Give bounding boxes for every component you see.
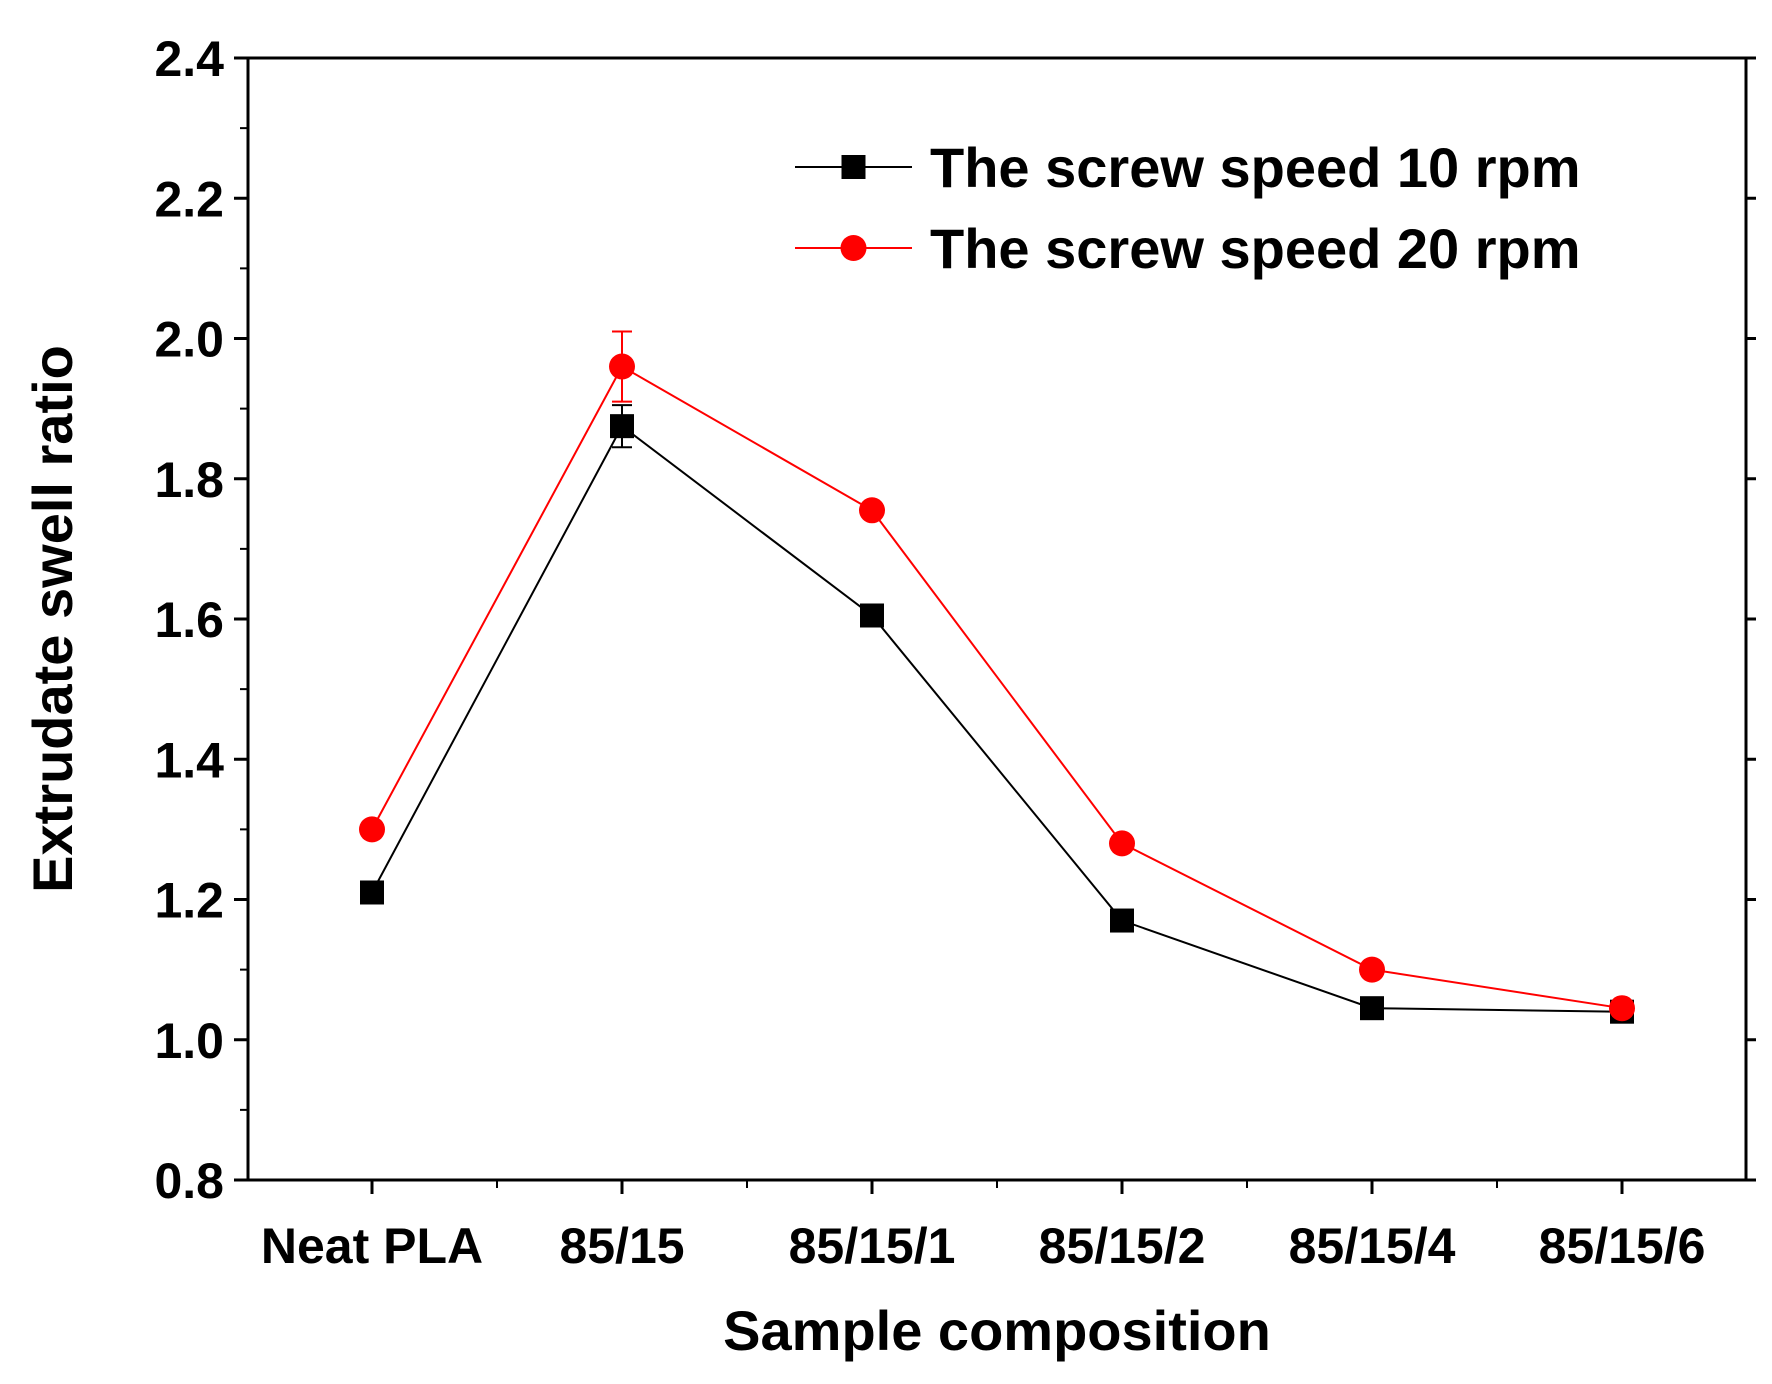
y-axis-title: Extrudate swell ratio [21, 345, 84, 893]
data-point [1109, 830, 1135, 857]
y-tick-label: 1.2 [154, 873, 224, 929]
data-point [860, 603, 884, 628]
x-axis-title: Sample composition [723, 1299, 1271, 1362]
y-tick-label: 2.4 [154, 31, 224, 87]
data-point [1110, 908, 1134, 933]
y-tick-label: 0.8 [154, 1153, 224, 1209]
legend-label: The screw speed 20 rpm [930, 217, 1581, 280]
y-tick-label: 2.2 [154, 171, 224, 227]
x-tick-label: 85/15/4 [1289, 1218, 1456, 1274]
legend-label: The screw speed 10 rpm [930, 136, 1581, 199]
data-point [359, 816, 385, 843]
data-point [360, 880, 384, 905]
data-point [609, 353, 635, 380]
legend-marker [840, 235, 867, 261]
y-axis: 0.8 1.0 1.2 1.4 1.6 1.8 2.0 2.2 2.4 [154, 31, 1756, 1209]
data-point [610, 414, 634, 439]
legend-marker [841, 155, 866, 179]
y-tick-label: 1.4 [154, 732, 224, 788]
data-point [1359, 956, 1385, 983]
x-tick-label: 85/15/2 [1039, 1218, 1206, 1274]
y-tick-label: 1.8 [154, 452, 224, 508]
y-tick-label: 1.6 [154, 592, 224, 648]
data-point [1609, 995, 1635, 1022]
data-point [859, 497, 885, 524]
series-layer [359, 330, 1635, 1024]
legend-item-1: The screw speed 10 rpm [795, 136, 1581, 199]
y-tick-label: 1.0 [154, 1013, 224, 1069]
data-point [1360, 996, 1384, 1021]
series-line [371, 424, 1623, 1013]
series-line [371, 365, 1623, 1010]
x-axis: Neat PLA 85/15 85/15/1 85/15/2 85/15/4 85/15/… [261, 1180, 1706, 1274]
x-tick-label: 85/15 [559, 1218, 684, 1274]
legend-item-2: The screw speed 20 rpm [795, 217, 1581, 280]
x-tick-label: 85/15/1 [789, 1218, 956, 1274]
x-tick-label: Neat PLA [261, 1218, 483, 1274]
x-tick-label: 85/15/6 [1539, 1218, 1706, 1274]
legend: The screw speed 10 rpm The screw speed 20… [795, 136, 1581, 280]
y-tick-label: 2.0 [154, 312, 224, 368]
series-1 [360, 404, 1634, 1024]
series-2 [359, 330, 1635, 1022]
